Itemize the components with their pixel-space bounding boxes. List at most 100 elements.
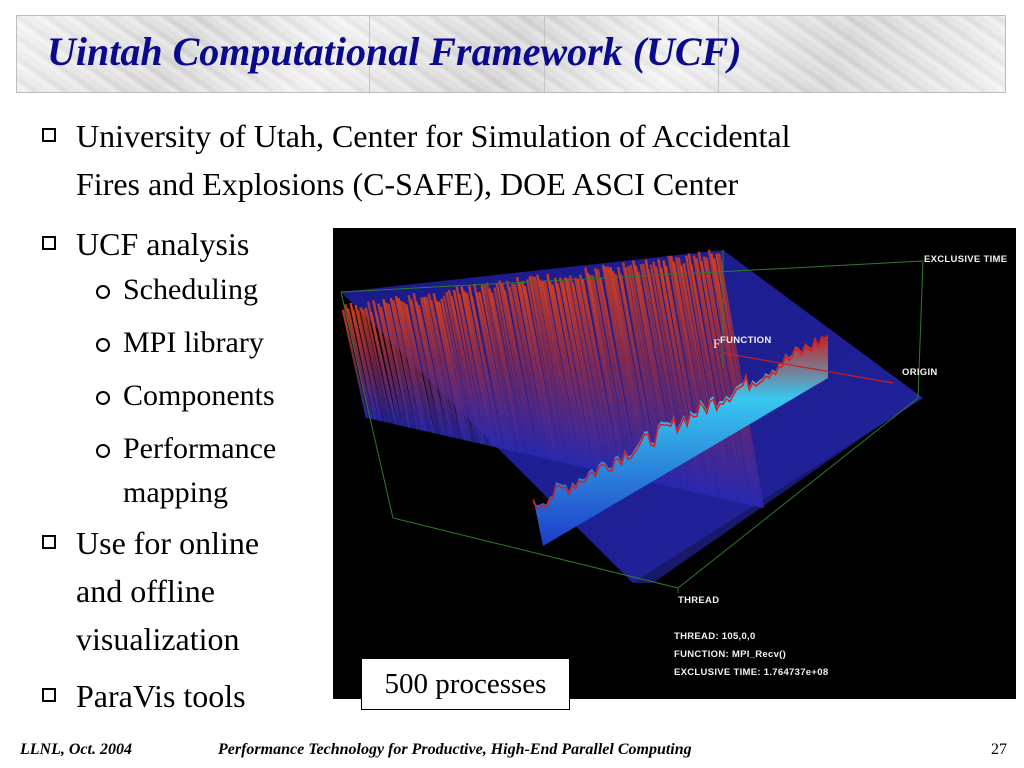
wall-bar: [435, 300, 467, 441]
wall-bar: [510, 283, 547, 459]
wall-bar: [430, 299, 462, 440]
wall-bar: [556, 283, 595, 470]
wall-bar: [674, 257, 719, 498]
wall-bar: [717, 252, 765, 509]
wall-bar: [682, 263, 727, 500]
wall-bar: [705, 257, 751, 506]
banner-seam: [718, 16, 719, 92]
wall-bar: [672, 261, 717, 498]
square-bullet-icon: [42, 128, 56, 142]
wall-bar: [685, 255, 730, 501]
wall-bar: [546, 273, 584, 468]
wall-bar: [690, 264, 735, 502]
wall-bar: [523, 285, 560, 462]
wall-bar: [349, 302, 377, 421]
wall-bar: [543, 280, 581, 467]
bullet-text: visualization: [76, 621, 240, 657]
wall-bar: [346, 308, 374, 420]
wall-bar: [377, 303, 406, 427]
bullet-item-continued: and offline: [40, 567, 791, 615]
wall-bar: [417, 304, 448, 437]
wall-bar: [460, 286, 494, 447]
circle-bullet-icon: [96, 338, 110, 352]
bullet-item: Use for online: [40, 519, 791, 567]
wall-bar: [594, 267, 634, 479]
wall-bar: [679, 265, 725, 500]
wall-bar: [667, 255, 711, 497]
wall-bar: [498, 280, 533, 456]
caption-box: 500 processes: [361, 658, 570, 710]
wall-bar: [422, 296, 454, 438]
bullet-text: ParaVis tools: [76, 678, 246, 714]
wall-bar: [488, 288, 523, 454]
wall-bar: [500, 282, 536, 457]
wall-bar: [475, 292, 510, 451]
wall-bar: [586, 272, 626, 477]
banner-seam: [544, 16, 545, 92]
mpi-recv-ridge: [533, 334, 828, 546]
axis-label-exclusive-time: EXCLUSIVE TIME: [924, 254, 1008, 265]
wall-bar: [669, 255, 714, 497]
bullet-text: Fires and Explosions (C-SAFE), DOE ASCI …: [76, 166, 739, 202]
sub-bullet-text: Performance: [123, 432, 277, 465]
wall-bar: [427, 293, 459, 439]
wall-bar: [407, 294, 438, 434]
wall-bar: [692, 255, 738, 503]
wall-bar: [379, 306, 409, 428]
wall-bar: [387, 303, 416, 430]
sub-bullet-item: Performance: [38, 427, 791, 471]
circle-bullet-icon: [96, 285, 110, 299]
wall-bar: [581, 279, 621, 476]
wall-bar: [518, 282, 555, 461]
wall-bar: [356, 309, 385, 422]
wall-bar: [579, 274, 618, 476]
wall-bar: [505, 280, 541, 458]
wall-bar: [533, 276, 571, 465]
circle-bullet-icon: [96, 391, 110, 405]
sub-bullet-text: MPI library: [123, 326, 264, 359]
ridge-peak-line: [532, 337, 829, 509]
title-banner: Uintah Computational Framework (UCF): [16, 15, 1006, 93]
wall-bar: [389, 297, 419, 430]
bullet-text: and offline: [76, 573, 215, 609]
wall-bar: [341, 309, 369, 419]
wall-bar: [465, 292, 499, 448]
wall-bar: [710, 253, 757, 507]
wall-bar: [531, 275, 568, 464]
square-bullet-icon: [42, 236, 56, 250]
wall-bar: [551, 284, 589, 469]
wall-bar: [677, 257, 722, 499]
bullet-item-continued: Fires and Explosions (C-SAFE), DOE ASCI …: [40, 160, 791, 208]
wall-bar: [566, 278, 605, 473]
wall-bar: [521, 280, 557, 462]
wall-bar: [485, 282, 520, 453]
wall-bar: [495, 283, 531, 456]
bullet-text: Use for online: [76, 525, 260, 561]
footer-left: LLNL, Oct. 2004: [20, 741, 132, 758]
bullet-list: University of Utah, Center for Simulatio…: [40, 112, 791, 720]
wall-bar: [700, 260, 746, 505]
wall-bar: [364, 307, 393, 424]
axis-label-origin: ORIGIN: [902, 367, 938, 378]
wall-bar: [513, 283, 549, 460]
origin-marker: [722, 352, 894, 384]
footer-center: Performance Technology for Productive, H…: [218, 741, 692, 758]
wall-bar: [362, 309, 390, 424]
wall-bar: [457, 293, 491, 447]
performance-visualization: EXCLUSIVE TIME F FUNCTION ORIGIN THREAD …: [333, 228, 1016, 699]
axis-label-function: FUNCTION: [720, 335, 772, 346]
wall-bar: [392, 300, 422, 431]
wall-bar: [420, 297, 451, 437]
wall-bar: [526, 279, 563, 463]
sub-bullet-text: Scheduling: [123, 273, 258, 306]
sub-bullet-item: Components: [38, 374, 791, 418]
wall-bar: [450, 296, 483, 445]
visualization-canvas: [340, 249, 924, 593]
bounding-box: [340, 250, 924, 593]
wall-bar: [440, 298, 472, 442]
bullet-text: UCF analysis: [76, 226, 250, 262]
wall-bar: [591, 275, 632, 479]
wall-bar: [462, 291, 496, 448]
square-bullet-icon: [42, 535, 56, 549]
readout-thread: THREAD: 105,0,0: [674, 631, 756, 642]
